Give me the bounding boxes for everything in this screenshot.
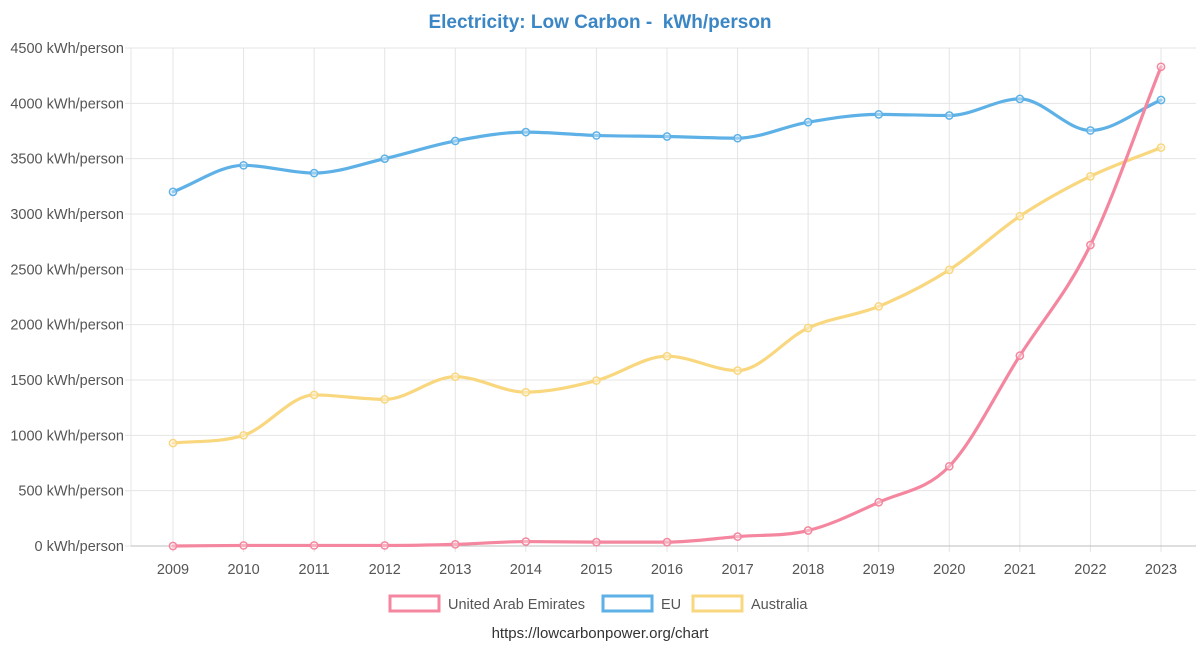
data-point-united-arab-emirates[interactable] [521, 537, 531, 546]
series-line-australia [171, 146, 1163, 445]
x-tick-label: 2015 [580, 562, 612, 578]
data-point-eu[interactable] [592, 131, 601, 140]
y-tick-label: 4000 kWh/person [10, 96, 124, 112]
data-point-united-arab-emirates[interactable] [1015, 351, 1025, 361]
data-point-eu[interactable] [874, 110, 884, 119]
x-tick-label: 2021 [1004, 562, 1036, 578]
x-tick-label: 2014 [510, 562, 542, 578]
y-tick-label: 3000 kWh/person [10, 207, 124, 223]
x-tick-label: 2009 [157, 562, 189, 578]
data-point-australia[interactable] [592, 376, 601, 385]
x-tick-label: 2013 [439, 562, 471, 578]
chart-title: Electricity: Low Carbon - kWh/person [428, 12, 771, 33]
x-tick-label: 2023 [1145, 562, 1177, 578]
legend-label-eu: EU [661, 597, 681, 613]
series-united-arab-emirates [168, 62, 1166, 551]
data-point-australia[interactable] [1015, 211, 1025, 221]
data-point-australia[interactable] [168, 438, 178, 448]
y-tick-label: 4500 kWh/person [10, 41, 124, 57]
y-tick-label: 500 kWh/person [18, 484, 124, 500]
grid [125, 47, 1196, 552]
y-tick-label: 2000 kWh/person [10, 318, 124, 334]
data-point-australia[interactable] [380, 395, 390, 404]
data-point-united-arab-emirates[interactable] [1156, 62, 1166, 72]
y-tick-label: 3500 kWh/person [10, 152, 124, 168]
data-point-eu[interactable] [662, 132, 672, 141]
data-point-united-arab-emirates[interactable] [944, 461, 954, 471]
data-point-eu[interactable] [168, 187, 178, 197]
data-point-eu[interactable] [380, 154, 390, 164]
data-point-australia[interactable] [803, 323, 813, 333]
data-point-eu[interactable] [521, 127, 531, 137]
legend-label-australia: Australia [751, 597, 808, 613]
y-tick-label: 0 kWh/person [35, 539, 124, 555]
data-point-united-arab-emirates[interactable] [592, 537, 601, 547]
y-tick-label: 2500 kWh/person [10, 262, 124, 278]
data-point-united-arab-emirates[interactable] [309, 541, 319, 550]
x-axis: 2009 2010 2011 2012 2013 2014 2015 2016 2017 2018… [131, 545, 1196, 578]
data-point-eu[interactable] [239, 160, 248, 170]
legend-item-australia[interactable]: Australia [691, 594, 808, 613]
data-point-australia[interactable] [309, 390, 319, 400]
y-tick-label: 1500 kWh/person [10, 373, 124, 389]
series-lines [168, 62, 1166, 551]
legend-swatch-eu [601, 594, 654, 613]
data-point-eu[interactable] [944, 111, 954, 120]
y-axis: 0 kWh/person 500 kWh/person 1000 kWh/perso… [10, 41, 124, 555]
data-point-eu[interactable] [1086, 126, 1095, 135]
data-point-eu[interactable] [803, 117, 813, 127]
data-point-australia[interactable] [239, 430, 248, 440]
data-point-united-arab-emirates[interactable] [450, 539, 460, 549]
source-url: https://lowcarbonpower.org/chart [492, 625, 710, 642]
data-point-eu[interactable] [450, 136, 460, 146]
series-australia [168, 143, 1166, 448]
x-tick-label: 2016 [651, 562, 683, 578]
x-tick-label: 2012 [369, 562, 401, 578]
data-point-united-arab-emirates[interactable] [1086, 240, 1095, 250]
legend-item-united-arab-emirates[interactable]: United Arab Emirates [388, 594, 585, 613]
data-point-united-arab-emirates[interactable] [803, 526, 813, 535]
data-point-eu[interactable] [1015, 94, 1025, 104]
data-point-australia[interactable] [662, 351, 672, 361]
x-tick-label: 2022 [1074, 562, 1106, 578]
data-point-eu[interactable] [1156, 95, 1166, 105]
data-point-united-arab-emirates[interactable] [168, 541, 178, 551]
data-point-australia[interactable] [521, 387, 531, 397]
legend-swatch-united-arab-emirates [388, 594, 441, 613]
data-point-united-arab-emirates[interactable] [239, 541, 248, 550]
data-point-united-arab-emirates[interactable] [662, 537, 672, 547]
series-line-eu [171, 97, 1163, 194]
data-point-united-arab-emirates[interactable] [733, 532, 742, 541]
data-point-australia[interactable] [944, 265, 954, 275]
legend-swatch-australia [691, 594, 744, 613]
legend-label-united-arab-emirates: United Arab Emirates [448, 597, 585, 613]
legend: United Arab Emirates EU Australia [388, 594, 808, 613]
x-tick-label: 2018 [792, 562, 824, 578]
data-point-united-arab-emirates[interactable] [874, 497, 884, 507]
series-line-united-arab-emirates [171, 65, 1163, 548]
x-tick-label: 2017 [721, 562, 753, 578]
data-point-australia[interactable] [733, 366, 742, 375]
x-tick-label: 2019 [863, 562, 895, 578]
data-point-australia[interactable] [1156, 143, 1166, 152]
x-tick-label: 2020 [933, 562, 965, 578]
data-point-australia[interactable] [1086, 172, 1095, 181]
x-tick-label: 2010 [227, 562, 259, 578]
legend-item-eu[interactable]: EU [601, 594, 681, 613]
data-point-australia[interactable] [874, 302, 884, 311]
data-point-eu[interactable] [733, 133, 742, 143]
data-point-united-arab-emirates[interactable] [380, 541, 390, 550]
data-point-eu[interactable] [309, 168, 319, 178]
y-tick-label: 1000 kWh/person [10, 428, 124, 444]
data-point-australia[interactable] [450, 372, 460, 382]
x-tick-label: 2011 [299, 562, 330, 578]
series-eu [168, 94, 1166, 197]
